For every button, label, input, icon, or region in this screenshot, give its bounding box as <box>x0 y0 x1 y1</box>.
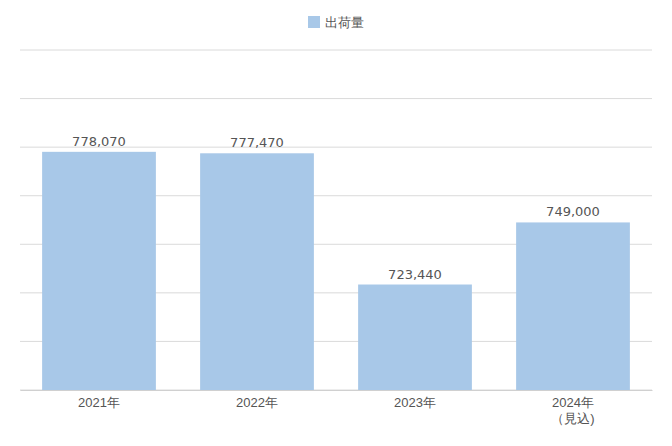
legend: 出荷量 <box>308 15 364 30</box>
data-label: 723,440 <box>388 267 442 282</box>
x-tick-label: 2024年（見込) <box>551 395 594 426</box>
data-labels: 778,070 777,470 723,440 749,000 <box>72 134 600 282</box>
x-tick: 2021年 <box>78 390 120 410</box>
plot: 2021年 2022年 2023年 2024年（見込) 778,070 777,470 72… <box>20 50 653 426</box>
grid-line <box>20 98 652 99</box>
bar <box>42 152 156 390</box>
x-axis: 2021年 2022年 2023年 2024年（見込) <box>21 390 653 426</box>
chart: 2021年 2022年 2023年 2024年（見込) 778,070 777,470 72… <box>0 0 672 446</box>
legend-label: 出荷量 <box>325 15 364 30</box>
x-tick: 2023年 <box>394 390 436 410</box>
x-axis-line <box>21 390 653 391</box>
x-tick: 2024年（見込) <box>551 390 594 426</box>
bars <box>42 152 630 390</box>
x-tick-label: 2021年 <box>78 395 120 410</box>
data-label: 777,470 <box>230 135 284 150</box>
x-tick: 2022年 <box>236 390 278 410</box>
legend-item: 出荷量 <box>308 15 364 30</box>
grid <box>20 50 652 390</box>
grid-line <box>20 50 652 51</box>
bar <box>200 153 314 390</box>
legend-swatch <box>308 16 320 28</box>
x-tick-label: 2023年 <box>394 395 436 410</box>
bar <box>516 222 630 390</box>
x-tick-label: 2022年 <box>236 395 278 410</box>
data-label: 778,070 <box>72 134 126 149</box>
data-label: 749,000 <box>546 204 600 219</box>
bar <box>358 285 472 390</box>
